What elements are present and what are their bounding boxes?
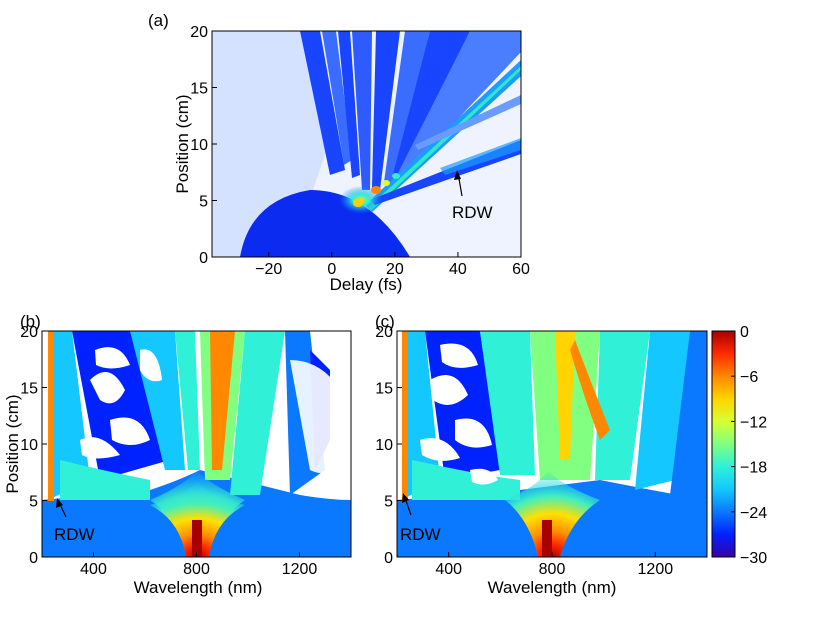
- panel-a-annotation: RDW: [452, 170, 493, 222]
- colorbar-tick-label: 0: [740, 324, 749, 341]
- panel-a-xtick-label: −20: [255, 261, 282, 278]
- panel-b-heatmap: [42, 331, 351, 557]
- panel-c-heatmap: [397, 331, 707, 557]
- panel-a-xtick-label: 20: [386, 261, 404, 278]
- colorbar-tick-label: −24: [740, 505, 767, 522]
- panel-b-ytick-label: 5: [29, 494, 38, 511]
- panel-a-ytick-label: 15: [190, 81, 208, 98]
- panel-b-ytick-label: 10: [20, 437, 38, 454]
- panel-c-xlabel: Wavelength (nm): [488, 578, 617, 597]
- panel-b: 400 800 1200 0 5 10 15 20 (b) Wavelength (nm) P…: [3, 312, 352, 597]
- panel-c-label: (c): [375, 312, 395, 331]
- panel-a-ytick-label: 10: [190, 137, 208, 154]
- panel-a-xtick-label: 60: [512, 261, 530, 278]
- panel-b-xtick-label: 400: [80, 561, 107, 578]
- panel-c-xtick-label: 400: [435, 561, 462, 578]
- panel-b-axes: 400 800 1200 0 5 10 15 20: [20, 324, 317, 578]
- panel-a-axes: −20 0 20 40 60 0 5 10 15 20: [190, 24, 530, 278]
- colorbar-tick-label: −18: [740, 460, 767, 477]
- panel-b-ytick-label: 0: [29, 550, 38, 567]
- panel-a-xtick-label: 40: [449, 261, 467, 278]
- colorbar-tick-label: −6: [740, 369, 758, 386]
- panel-b-arrowhead: [56, 498, 63, 508]
- colorbar-tick-label: −12: [740, 414, 767, 431]
- panel-a-ytick-label: 5: [199, 194, 208, 211]
- panel-b-ytick-label: 20: [20, 324, 38, 341]
- panel-a: −20 0 20 40 60 0 5 10 15 20 (a) Delay (fs) Positi…: [148, 11, 530, 294]
- panel-c-ytick-label: 0: [384, 550, 393, 567]
- panel-b-label: (b): [20, 312, 41, 331]
- panel-a-label: (a): [148, 11, 169, 30]
- panel-c-arrowhead: [402, 493, 409, 503]
- panel-c-annotation: RDW: [400, 493, 441, 544]
- panel-c-xtick-label: 1200: [638, 561, 674, 578]
- panel-b-rdw-label: RDW: [54, 525, 95, 544]
- colorbar: 0 −6 −12 −18 −24 −30: [711, 324, 767, 567]
- panel-c: 400 800 1200 0 5 10 15 20 (c) Wavelength (nm) R…: [375, 312, 708, 597]
- panel-a-ytick-label: 0: [199, 250, 208, 267]
- panel-c-ytick-label: 20: [375, 324, 393, 341]
- panel-c-ytick-label: 15: [375, 381, 393, 398]
- panel-a-xlabel: Delay (fs): [330, 275, 403, 294]
- colorbar-tick-label: −30: [740, 550, 767, 567]
- panel-a-ytick-label: 20: [190, 24, 208, 41]
- panel-c-ytick-label: 10: [375, 437, 393, 454]
- colorbar-ticks: 0 −6 −12 −18 −24 −30: [731, 324, 767, 567]
- panel-a-heatmap: [212, 31, 521, 257]
- panel-b-xlabel: Wavelength (nm): [134, 578, 263, 597]
- panel-b-xtick-label: 800: [183, 561, 210, 578]
- panel-a-xtick-label: 0: [327, 261, 336, 278]
- colorbar-gradient: [712, 331, 735, 557]
- panel-c-ytick-label: 5: [384, 494, 393, 511]
- panel-b-annotation: RDW: [54, 498, 95, 544]
- panel-b-ylabel: Position (cm): [3, 394, 22, 493]
- panel-c-xtick-label: 800: [539, 561, 566, 578]
- panel-c-axes: 400 800 1200 0 5 10 15 20: [375, 324, 673, 578]
- panel-a-ylabel: Position (cm): [173, 94, 192, 193]
- panel-b-ytick-label: 15: [20, 381, 38, 398]
- panel-a-arrowhead: [454, 170, 461, 180]
- panel-c-rdw-label: RDW: [400, 525, 441, 544]
- panel-b-xtick-label: 1200: [282, 561, 318, 578]
- panel-a-rdw-label: RDW: [452, 203, 493, 222]
- colorbar-frame: [711, 330, 736, 558]
